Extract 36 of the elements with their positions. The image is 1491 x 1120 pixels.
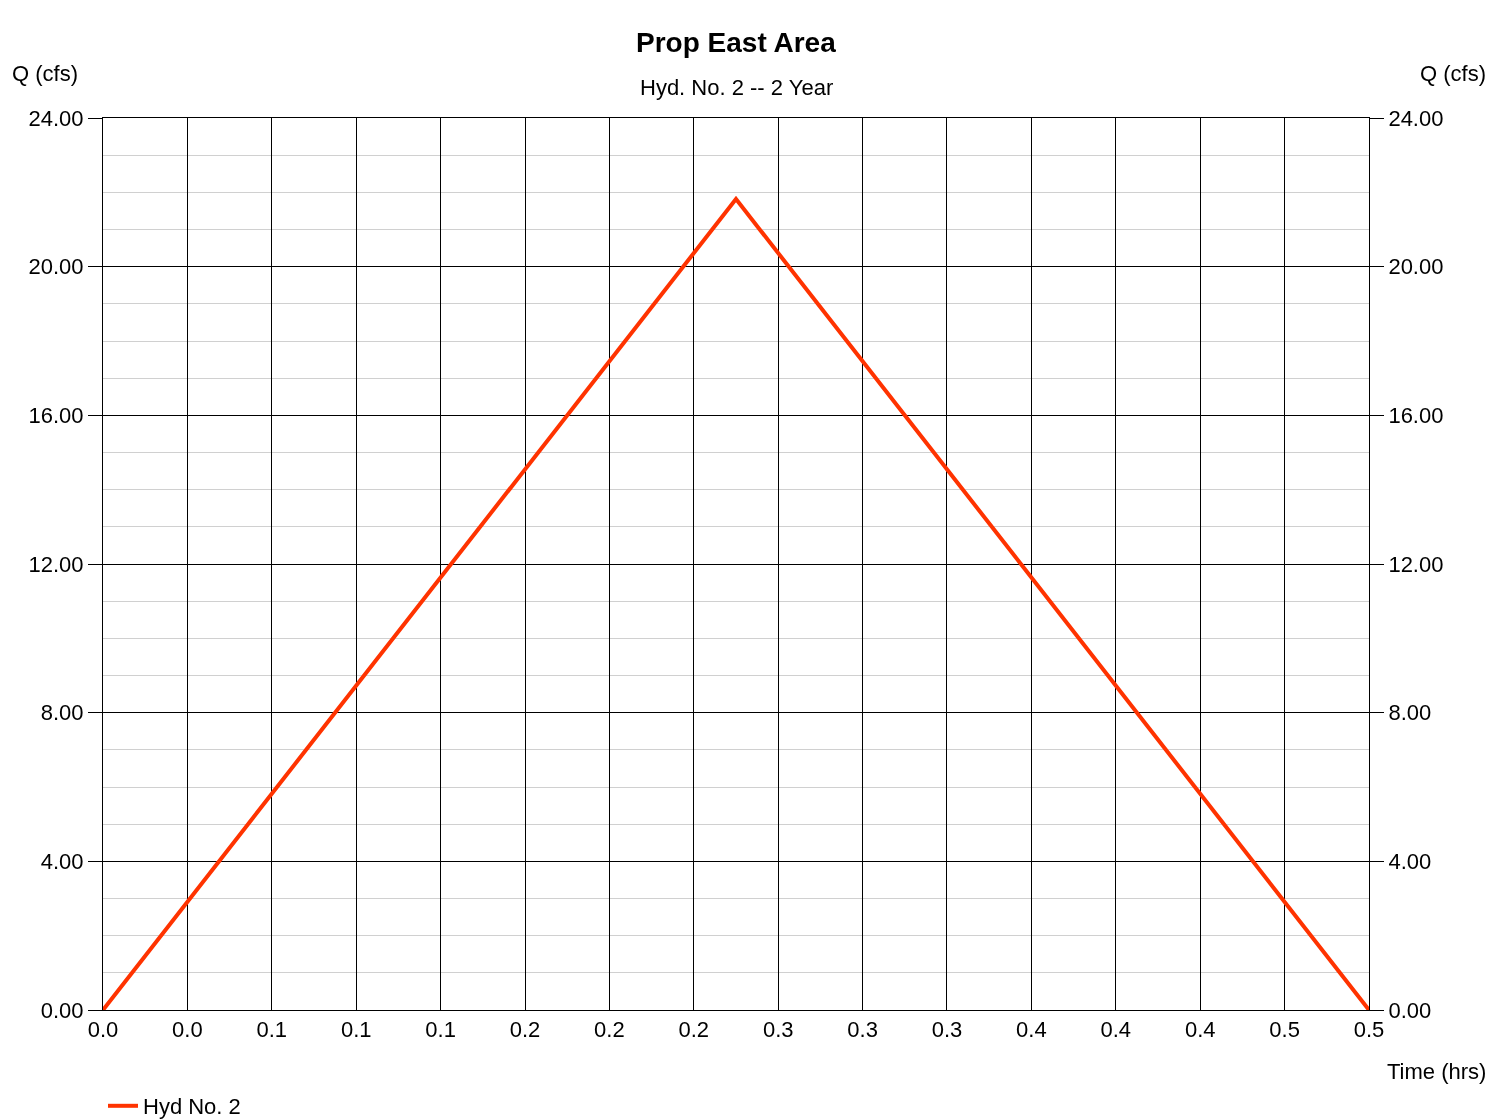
chart-subtitle: Hyd. No. 2 -- 2 Year <box>640 75 834 100</box>
y2-tick-label: 8.00 <box>1388 700 1432 726</box>
y2-axis-title: Q (cfs) <box>1420 61 1486 86</box>
x-tick-label: 0.1 <box>425 1017 456 1043</box>
x-tick-label: 0.2 <box>509 1017 541 1043</box>
x-tick-label: 0.4 <box>1100 1017 1132 1043</box>
y-tick-label: 24.00 <box>28 105 84 131</box>
y2-tick-label: 0.00 <box>1388 997 1432 1023</box>
x-tick-label: 0.2 <box>678 1017 710 1043</box>
y2-tick-label: 4.00 <box>1388 849 1432 875</box>
x-tick-label: 0.5 <box>1353 1017 1385 1043</box>
y-axis-title: Q (cfs) <box>12 61 78 86</box>
x-tick-label: 0.2 <box>594 1017 625 1043</box>
y-tick-label: 20.00 <box>28 254 84 280</box>
y-tick-label: 12.00 <box>28 551 84 577</box>
x-tick-label: 0.5 <box>1269 1017 1300 1043</box>
y2-tick-label: 24.00 <box>1388 105 1444 131</box>
chart-title: Prop East Area <box>636 27 837 58</box>
x-tick-label: 0.1 <box>256 1017 288 1043</box>
y-tick-label: 0.00 <box>40 997 84 1023</box>
x-tick-label: 0.3 <box>762 1017 794 1043</box>
y2-tick-label: 20.00 <box>1388 254 1444 280</box>
y2-tick-label: 16.00 <box>1388 403 1444 429</box>
x-tick-label: 0.4 <box>1016 1017 1047 1043</box>
y2-tick-label: 12.00 <box>1388 551 1444 577</box>
x-tick-label: 0.4 <box>1184 1017 1216 1043</box>
x-tick-label: 0.3 <box>931 1017 963 1043</box>
x-axis-title: Time (hrs) <box>1387 1059 1487 1084</box>
x-tick-label: 0.0 <box>87 1017 119 1043</box>
legend-label: Hyd No. 2 <box>143 1094 241 1120</box>
y-tick-label: 8.00 <box>40 700 84 726</box>
x-tick-label: 0.3 <box>847 1017 878 1043</box>
y-tick-label: 4.00 <box>40 849 84 875</box>
x-tick-label: 0.1 <box>340 1017 372 1043</box>
x-tick-label: 0.0 <box>172 1017 203 1043</box>
y-tick-label: 16.00 <box>28 403 84 429</box>
